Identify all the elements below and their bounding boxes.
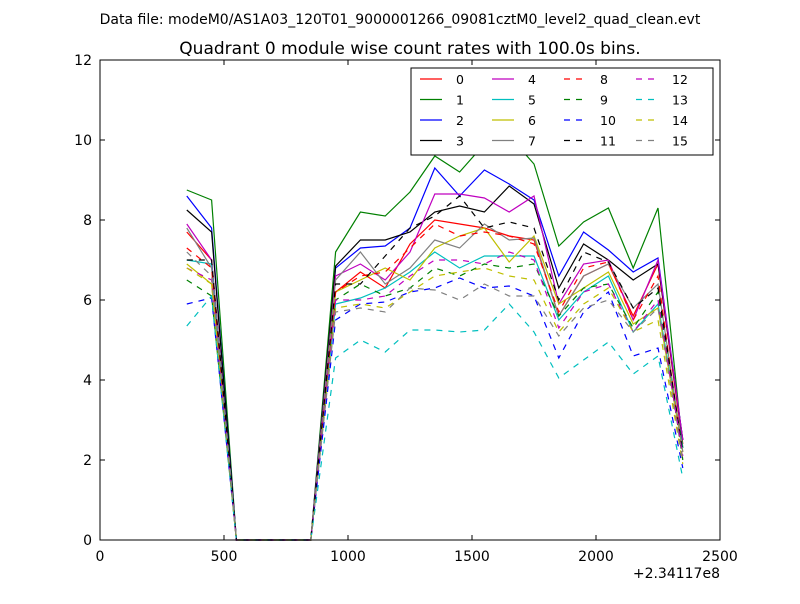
- legend-label-5: 5: [528, 93, 536, 108]
- y-tick-label: 6: [83, 293, 92, 309]
- legend-label-11: 11: [600, 134, 616, 149]
- x-tick-label: 1000: [330, 549, 366, 565]
- legend-label-1: 1: [456, 93, 464, 108]
- legend-label-3: 3: [456, 134, 464, 149]
- series-line-12: [186, 251, 684, 541]
- x-tick-label: 2500: [702, 549, 738, 565]
- legend-label-0: 0: [456, 72, 464, 87]
- x-tick-label: 500: [211, 549, 238, 565]
- legend-label-4: 4: [528, 72, 536, 87]
- legend-label-7: 7: [528, 134, 536, 149]
- legend-label-14: 14: [672, 113, 688, 128]
- plot-border: [99, 59, 721, 541]
- x-tick-label: 2000: [578, 549, 614, 565]
- legend-label-6: 6: [528, 113, 536, 128]
- legend-box: [410, 67, 714, 156]
- y-tick-label: 8: [83, 213, 92, 229]
- y-tick-label: 0: [83, 533, 92, 549]
- legend-label-10: 10: [600, 113, 616, 128]
- legend-label-13: 13: [672, 93, 688, 108]
- chart-suptitle: Data file: modeM0/AS1A03_120T01_90000012…: [100, 12, 701, 28]
- chart-title: Quadrant 0 module wise count rates with …: [179, 39, 640, 59]
- y-tick-label: 4: [83, 373, 92, 389]
- legend-label-9: 9: [600, 93, 608, 108]
- series-line-15: [186, 251, 684, 541]
- legend-label-12: 12: [672, 72, 688, 87]
- y-tick-label: 12: [74, 53, 92, 69]
- legend-label-2: 2: [456, 113, 464, 128]
- y-tick-label: 2: [83, 453, 92, 469]
- legend-label-15: 15: [672, 134, 688, 149]
- legend-label-8: 8: [600, 72, 608, 87]
- x-tick-label: 0: [96, 549, 105, 565]
- x-offset-label: +2.34117e8: [633, 566, 720, 582]
- x-tick-label: 1500: [454, 549, 490, 565]
- y-tick-label: 10: [74, 133, 92, 149]
